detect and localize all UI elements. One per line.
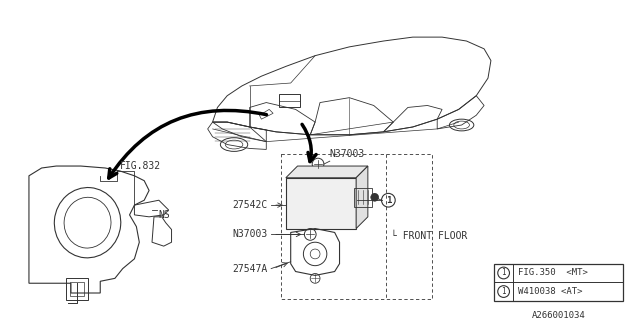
Bar [494, 264, 623, 301]
Text: 1: 1 [501, 287, 506, 296]
Text: 27547A: 27547A [232, 264, 268, 274]
Text: FIG.350  <MT>: FIG.350 <MT> [518, 268, 588, 277]
Text: N37003: N37003 [330, 149, 365, 159]
Bar [279, 94, 300, 108]
Text: └ FRONT FLOOR: └ FRONT FLOOR [391, 231, 468, 241]
Text: 27542C: 27542C [232, 200, 268, 210]
Polygon shape [356, 166, 368, 228]
Bar [70, 282, 84, 296]
Text: N37003: N37003 [232, 229, 268, 239]
Bar [66, 278, 88, 300]
Text: 1: 1 [501, 268, 506, 277]
Bar [286, 178, 356, 228]
Bar [354, 188, 372, 207]
Text: FIG.832: FIG.832 [120, 161, 161, 171]
Bar [281, 154, 432, 299]
Polygon shape [286, 166, 368, 178]
Text: 1: 1 [386, 196, 391, 205]
Text: NS: NS [159, 210, 171, 220]
Text: W410038 <AT>: W410038 <AT> [518, 287, 583, 296]
Circle shape [371, 193, 379, 201]
Text: A266001034: A266001034 [531, 311, 585, 320]
